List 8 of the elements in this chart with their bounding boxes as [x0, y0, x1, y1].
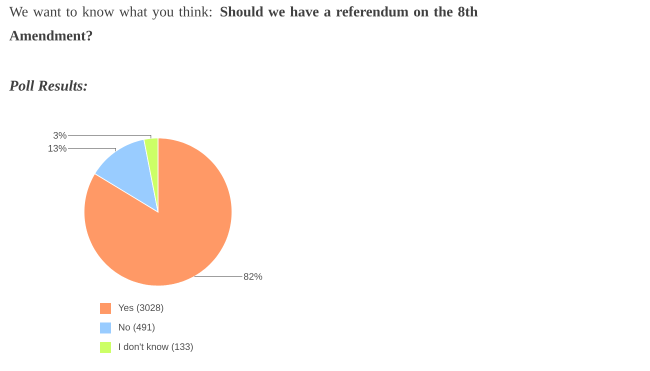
data-label: 82%: [244, 273, 262, 280]
data-label: 13%: [48, 144, 66, 152]
chart-subtitle: Poll Results:: [9, 80, 87, 91]
chart-title: We want to know what you think: Should we have a referendum on the 8th Amendment?: [9, 6, 478, 41]
data-label: 3%: [53, 132, 66, 139]
legend-label: I don't know (133): [119, 343, 193, 352]
legend-label: Yes (3028): [118, 304, 164, 313]
legend-label: No (491): [118, 324, 155, 332]
